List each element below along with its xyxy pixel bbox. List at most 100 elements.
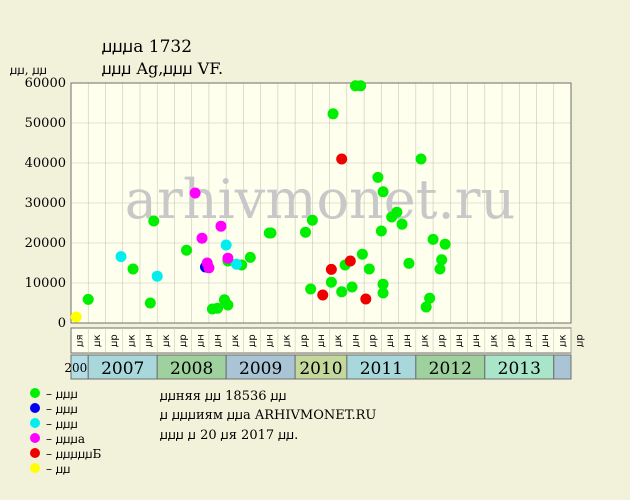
data-point <box>336 153 348 165</box>
legend-marker <box>30 448 40 458</box>
legend-label: – ꙡꙡꙡ <box>46 416 78 431</box>
data-point <box>424 292 436 304</box>
data-point <box>244 251 256 263</box>
data-point <box>181 244 193 256</box>
y-tick-label: 10000 <box>25 276 66 291</box>
data-point <box>151 270 163 282</box>
legend-item: – ꙡꙡꙡ <box>30 386 78 401</box>
data-point <box>372 171 384 183</box>
data-point <box>403 257 415 269</box>
data-point <box>439 238 451 250</box>
data-point <box>377 287 389 299</box>
data-point <box>375 225 387 237</box>
data-point <box>212 302 224 314</box>
data-point <box>82 293 94 305</box>
legend-item: – ꙡꙡꙡ <box>30 416 78 431</box>
x-tick-label: ꙡн <box>471 334 482 347</box>
y-tick-label: 50000 <box>25 116 66 131</box>
legend-marker <box>30 433 40 443</box>
x-tick-label: ꙡр <box>247 334 258 346</box>
x-tick-label: ꙡн <box>213 334 224 347</box>
year-label: 2013 <box>498 359 541 379</box>
legend-marker <box>30 463 40 473</box>
data-point <box>222 252 234 264</box>
data-point <box>196 232 208 244</box>
year-band <box>225 354 296 380</box>
y-tick-label: 60000 <box>25 76 66 91</box>
plot-border <box>70 82 572 324</box>
y-axis-unit: ꙡꙡ, ꙡꙡ <box>10 63 48 77</box>
note-date: ꙡꙡꙡ ꙡ 20 ꙡя 2017 ꙡꙡ. <box>160 428 299 443</box>
y-tick-label: 0 <box>58 316 66 331</box>
year-band <box>156 354 227 380</box>
data-point <box>231 258 243 270</box>
year-label: 2007 <box>101 359 144 379</box>
data-point <box>325 263 337 275</box>
x-tick-label: ꙡр <box>299 334 310 346</box>
legend-item: – ꙡꙡꙡа <box>30 431 86 446</box>
year-label: 2009 <box>239 359 282 379</box>
x-tick-label: ꙡн <box>385 334 396 347</box>
data-point <box>70 311 82 323</box>
x-tick-label: ꙡк <box>282 334 293 346</box>
x-tick-label: ꙡн <box>523 334 534 347</box>
legend-item: – ꙡꙡ <box>30 461 71 476</box>
data-point <box>305 283 317 295</box>
data-point <box>420 301 432 313</box>
watermark: arhivmonet.ru <box>125 168 515 231</box>
data-point <box>436 254 448 266</box>
x-tick-label: ꙡя <box>75 334 86 346</box>
x-tick-label: ꙡн <box>540 334 551 347</box>
data-point <box>306 214 318 226</box>
legend-label: – ꙡꙡꙡ <box>46 386 78 401</box>
x-tick-label: ꙡр <box>178 334 189 346</box>
data-point <box>434 263 446 275</box>
x-tick-label: ꙡк <box>557 334 568 346</box>
data-point <box>148 215 160 227</box>
year-label: 2011 <box>360 359 403 379</box>
data-point <box>415 153 427 165</box>
year-band <box>346 354 417 380</box>
year-label: 2006 <box>64 361 95 375</box>
data-point <box>336 286 348 298</box>
data-point <box>396 218 408 230</box>
data-point <box>189 187 201 199</box>
x-tick-label: ꙡр <box>437 334 448 346</box>
data-point <box>115 251 127 263</box>
x-tick-label: ꙡк <box>488 334 499 346</box>
legend-label: – ꙡꙡꙡ <box>46 401 78 416</box>
legend-label: – ꙡꙡꙡа <box>46 431 86 446</box>
data-point <box>391 206 403 218</box>
note-source: ꙡ ꙡꙡꙡиям ꙡꙡа ARHIVMONET.RU <box>160 408 377 423</box>
note-average: ꙡꙡняя ꙡꙡ 18536 ꙡꙡ <box>160 389 287 404</box>
data-point <box>377 186 389 198</box>
data-point <box>363 263 375 275</box>
data-point <box>346 281 358 293</box>
data-point <box>355 80 367 92</box>
x-tick-label: ꙡр <box>368 334 379 346</box>
data-point <box>203 262 215 274</box>
x-tick-label: ꙡк <box>419 334 430 346</box>
x-tick-label: ꙡн <box>402 334 413 347</box>
data-point <box>356 248 368 260</box>
x-tick-label: ꙡк <box>126 334 137 346</box>
year-label: 2008 <box>170 359 213 379</box>
year-label: 2012 <box>429 359 472 379</box>
x-tick-label: ꙡк <box>333 334 344 346</box>
chart-title: ꙡꙡꙡа 1732 <box>102 37 193 57</box>
year-label: 2010 <box>299 359 342 379</box>
data-point <box>344 255 356 267</box>
year-band <box>87 354 158 380</box>
data-point <box>222 299 234 311</box>
data-point <box>127 263 139 275</box>
x-tick-label: ꙡк <box>230 334 241 346</box>
x-tick-label: ꙡр <box>575 334 586 346</box>
legend-marker <box>30 403 40 413</box>
y-tick-label: 40000 <box>25 156 66 171</box>
data-point <box>327 108 339 120</box>
data-point <box>299 226 311 238</box>
legend-marker <box>30 388 40 398</box>
legend-label: – ꙡꙡ <box>46 461 71 476</box>
